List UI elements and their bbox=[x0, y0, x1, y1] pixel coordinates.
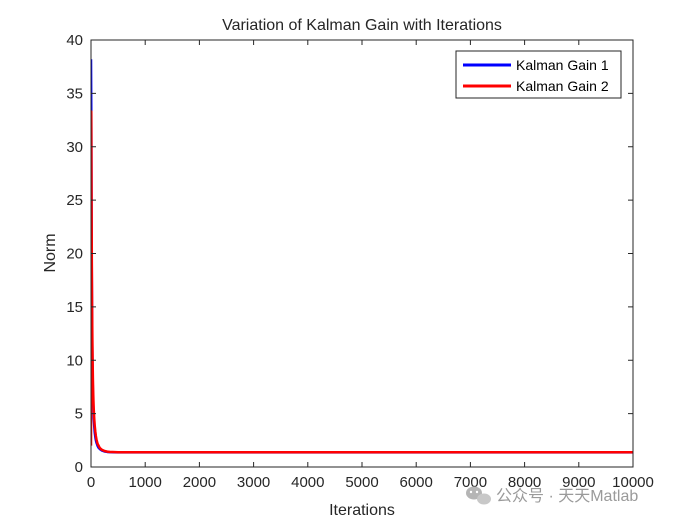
legend-label-kalman-gain-1: Kalman Gain 1 bbox=[516, 57, 609, 73]
x-tick-label: 2000 bbox=[183, 474, 216, 491]
chart-title: Variation of Kalman Gain with Iterations bbox=[222, 17, 502, 34]
watermark-text: 公众号 · 天天Matlab bbox=[496, 487, 638, 505]
legend: Kalman Gain 1 Kalman Gain 2 bbox=[455, 50, 622, 99]
legend-label-kalman-gain-2: Kalman Gain 2 bbox=[516, 78, 609, 94]
watermark: 公众号 · 天天Matlab bbox=[466, 486, 638, 505]
series-line-kalman-gain-2 bbox=[91, 110, 633, 454]
y-tick-label: 25 bbox=[66, 192, 83, 209]
x-tick-label: 1000 bbox=[129, 474, 162, 491]
y-axis: 0 5 10 15 20 25 30 35 40 bbox=[66, 32, 633, 476]
y-tick-label: 5 bbox=[75, 406, 83, 423]
y-axis-label: Norm bbox=[42, 233, 59, 272]
x-tick-label: 5000 bbox=[345, 474, 378, 491]
wechat-icon bbox=[466, 486, 491, 505]
x-tick-label: 9000 bbox=[562, 474, 595, 491]
x-tick-label: 7000 bbox=[454, 474, 487, 491]
x-tick-label: 3000 bbox=[237, 474, 270, 491]
x-tick-label: 6000 bbox=[400, 474, 433, 491]
legend-box bbox=[455, 50, 622, 99]
y-tick-label: 40 bbox=[66, 32, 83, 49]
x-axis: 0 1000 2000 3000 4000 5000 6000 7000 8000 9000 100… bbox=[87, 40, 654, 491]
y-tick-label: 30 bbox=[66, 139, 83, 156]
x-tick-label: 4000 bbox=[291, 474, 324, 491]
y-tick-label: 35 bbox=[66, 85, 83, 102]
plot-area bbox=[91, 40, 633, 467]
series-layer bbox=[91, 59, 633, 454]
x-tick-label: 0 bbox=[87, 474, 95, 491]
y-tick-label: 0 bbox=[75, 459, 83, 476]
x-tick-label: 10000 bbox=[612, 474, 654, 491]
y-tick-label: 15 bbox=[66, 299, 83, 316]
x-tick-label: 8000 bbox=[508, 474, 541, 491]
y-tick-label: 20 bbox=[66, 246, 83, 263]
y-tick-label: 10 bbox=[66, 352, 83, 369]
x-axis-label: Iterations bbox=[329, 502, 395, 519]
